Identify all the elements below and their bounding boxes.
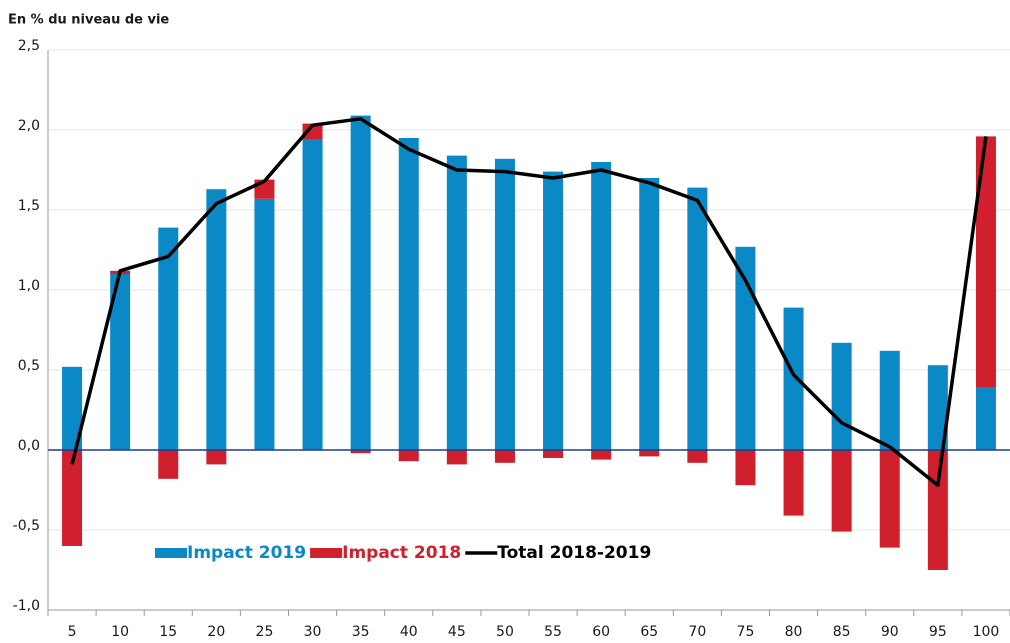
bar bbox=[158, 450, 179, 479]
x-tick-label: 15 bbox=[159, 624, 177, 640]
bar bbox=[735, 246, 756, 450]
bar bbox=[783, 307, 804, 450]
bar bbox=[302, 139, 323, 450]
bar bbox=[350, 115, 371, 450]
bar bbox=[927, 365, 948, 450]
y-tick-label: 0,5 bbox=[18, 358, 40, 374]
bar bbox=[398, 450, 419, 462]
x-tick-label: 5 bbox=[68, 624, 77, 640]
x-tick-label: 90 bbox=[881, 624, 899, 640]
bar bbox=[975, 387, 996, 450]
bar bbox=[639, 178, 660, 450]
bar bbox=[975, 136, 996, 388]
x-tick-label: 40 bbox=[400, 624, 418, 640]
legend-swatch bbox=[155, 548, 187, 558]
bar bbox=[206, 189, 227, 450]
bar bbox=[446, 450, 467, 465]
y-tick-label: 2,0 bbox=[18, 118, 40, 134]
bar bbox=[735, 450, 756, 486]
bar bbox=[831, 450, 852, 532]
bar bbox=[879, 450, 900, 548]
bar bbox=[494, 450, 515, 463]
bar bbox=[639, 450, 660, 457]
x-tick-label: 95 bbox=[929, 624, 947, 640]
bar bbox=[110, 274, 131, 450]
x-tick-label: 100 bbox=[973, 624, 1000, 640]
y-tick-label: 2,5 bbox=[18, 38, 40, 54]
bar bbox=[206, 450, 227, 465]
x-tick-label: 35 bbox=[352, 624, 370, 640]
x-tick-label: 30 bbox=[304, 624, 322, 640]
x-tick-label: 65 bbox=[640, 624, 658, 640]
bar bbox=[446, 155, 467, 450]
line bbox=[70, 117, 988, 487]
x-tick-label: 75 bbox=[737, 624, 755, 640]
legend-text: Impact 2018 bbox=[342, 543, 461, 563]
y-tick-label: 0,0 bbox=[18, 438, 40, 454]
bar bbox=[927, 450, 948, 570]
y-tick-label: -1,0 bbox=[13, 598, 40, 614]
bar bbox=[687, 187, 708, 450]
bar bbox=[350, 450, 371, 454]
y-tick-label: -0,5 bbox=[13, 518, 40, 534]
x-tick-label: 85 bbox=[833, 624, 851, 640]
bar bbox=[879, 350, 900, 450]
legend-text: Impact 2019 bbox=[187, 543, 306, 563]
y-tick-label: 1,0 bbox=[18, 278, 40, 294]
bar bbox=[494, 158, 515, 451]
legend-text: Total 2018-2019 bbox=[497, 543, 651, 563]
y-tick-label: 1,5 bbox=[18, 198, 40, 214]
legend-swatch bbox=[310, 548, 343, 558]
bar bbox=[62, 450, 83, 546]
bar bbox=[783, 450, 804, 516]
x-tick-label: 25 bbox=[256, 624, 274, 640]
x-tick-label: 70 bbox=[688, 624, 706, 640]
x-tick-label: 55 bbox=[544, 624, 562, 640]
bar bbox=[687, 450, 708, 463]
bar bbox=[398, 138, 419, 450]
x-tick-label: 80 bbox=[785, 624, 803, 640]
x-tick-label: 20 bbox=[207, 624, 225, 640]
bar bbox=[831, 342, 852, 450]
bar bbox=[543, 450, 564, 458]
bar bbox=[254, 198, 275, 450]
bar bbox=[543, 171, 564, 450]
bar bbox=[158, 227, 179, 450]
x-tick-label: 45 bbox=[448, 624, 466, 640]
bar bbox=[302, 123, 323, 140]
x-tick-label: 10 bbox=[111, 624, 129, 640]
x-tick-label: 50 bbox=[496, 624, 514, 640]
bar bbox=[591, 162, 612, 450]
chart-title: En % du niveau de vie bbox=[8, 13, 169, 28]
bar bbox=[591, 450, 612, 460]
bar bbox=[62, 366, 83, 450]
x-tick-label: 60 bbox=[592, 624, 610, 640]
